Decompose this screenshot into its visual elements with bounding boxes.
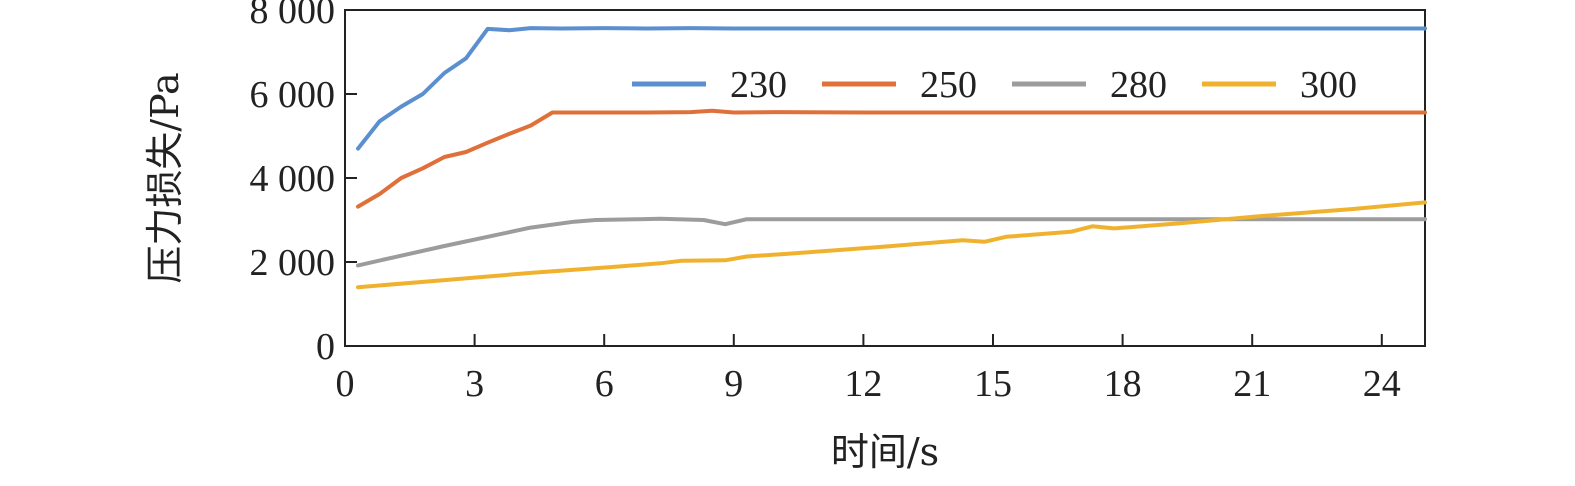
y-tick-label: 2 000 <box>250 242 336 284</box>
x-axis: 0 3 6 9 12 15 18 21 24 <box>336 334 1401 405</box>
y-tick-label: 8 000 <box>250 0 336 32</box>
series-line-250 <box>356 108 1427 209</box>
x-tick-label: 6 <box>595 363 614 405</box>
x-tick-label: 3 <box>465 363 484 405</box>
series-lines <box>356 26 1427 290</box>
y-axis-label: 压力损失/Pa <box>143 72 187 283</box>
series-line-230 <box>356 26 1427 151</box>
y-axis: 0 2 000 4 000 6 000 8 000 <box>250 0 357 368</box>
x-axis-label: 时间/s <box>831 430 939 474</box>
series-line-280 <box>356 216 1427 268</box>
y-tick-label: 4 000 <box>250 158 336 200</box>
legend-label-230: 230 <box>730 64 787 106</box>
legend-label-300: 300 <box>1300 64 1357 106</box>
x-tick-label: 15 <box>974 363 1012 405</box>
y-tick-label: 0 <box>316 326 335 368</box>
legend: 230 250 280 300 <box>632 64 1357 106</box>
legend-label-280: 280 <box>1110 64 1167 106</box>
y-tick-label: 6 000 <box>250 74 336 116</box>
x-tick-label: 21 <box>1233 363 1271 405</box>
x-tick-label: 9 <box>724 363 743 405</box>
x-tick-label: 24 <box>1363 363 1401 405</box>
x-tick-label: 12 <box>844 363 882 405</box>
x-tick-label: 18 <box>1104 363 1142 405</box>
series-line-300 <box>356 200 1427 290</box>
legend-label-250: 250 <box>920 64 977 106</box>
x-tick-label: 0 <box>336 363 355 405</box>
plot-frame <box>344 9 1426 347</box>
plot-area <box>344 9 1426 347</box>
